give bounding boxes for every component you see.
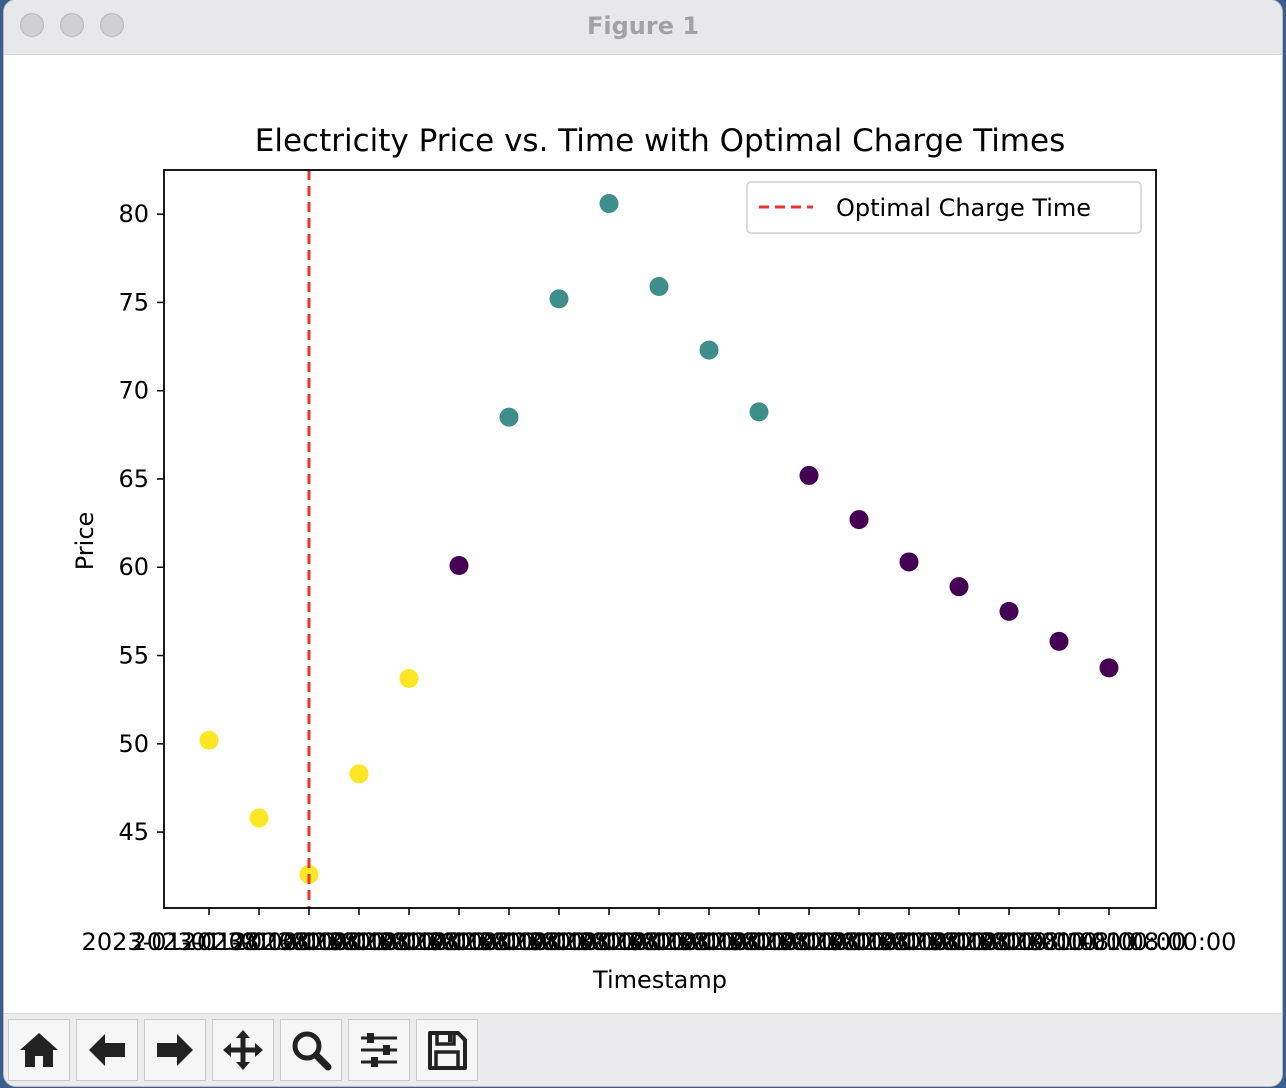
- figure-window: Figure 1 Electricity Price vs. Time with…: [4, 0, 1282, 1086]
- sliders-icon: [361, 1033, 397, 1067]
- plot-frame: [163, 169, 1157, 909]
- x-tick-label: 2023-01-01 08:00:00: [732, 928, 987, 956]
- x-tick-label: 2023-01-01 08:00:00: [282, 928, 537, 956]
- y-tick-label: 65: [118, 465, 149, 493]
- data-point: [599, 194, 619, 214]
- x-tick-label: 2023-01-01 08:00:00: [782, 928, 1037, 956]
- x-tick-label: 2023-01-01 08:00:00: [432, 928, 687, 956]
- data-point: [1099, 658, 1119, 678]
- move-icon: [223, 1030, 263, 1070]
- y-tick-label: 80: [118, 200, 149, 228]
- configure-subplots-button[interactable]: [348, 1019, 410, 1081]
- legend-box: [746, 181, 1142, 234]
- pan-button[interactable]: [212, 1019, 274, 1081]
- save-button[interactable]: [416, 1019, 478, 1081]
- title-bar: Figure 1: [4, 0, 1282, 55]
- data-point: [849, 510, 869, 530]
- x-tick-label: 2023-01-01 08:00:00: [82, 928, 337, 956]
- chart-title: Electricity Price vs. Time with Optimal …: [255, 123, 1065, 159]
- window-title: Figure 1: [586, 12, 700, 40]
- data-point: [399, 668, 419, 688]
- x-tick-label: 2023-01-01 08:00:00: [832, 928, 1087, 956]
- data-point: [799, 465, 819, 485]
- legend: Optimal Charge Time: [746, 181, 1142, 234]
- x-tick-label: 2023-01-01 08:00:00: [582, 928, 837, 956]
- y-tick-label: 75: [118, 288, 149, 316]
- floppy-disk-icon: [428, 1031, 467, 1070]
- data-point: [349, 764, 369, 784]
- y-tick-label: 70: [118, 377, 149, 405]
- x-tick-label: 2023-01-01 08:00:00: [932, 928, 1187, 956]
- x-tick-label: 2023-01-01 08:00:00: [382, 928, 637, 956]
- data-point: [699, 340, 719, 360]
- y-tick-label: 55: [118, 642, 149, 670]
- magnifier-icon: [292, 1031, 332, 1071]
- forward-button[interactable]: [144, 1019, 206, 1081]
- y-axis-label: Price: [71, 512, 99, 571]
- data-point: [449, 555, 469, 575]
- data-point: [899, 552, 919, 572]
- data-point: [249, 808, 269, 828]
- zoom-window-button[interactable]: [100, 13, 124, 37]
- scatter-plot[interactable]: Electricity Price vs. Time with Optimal …: [4, 54, 1282, 1012]
- x-tick-label: 2023-01-01 08:00:00: [682, 928, 937, 956]
- data-point: [749, 402, 769, 422]
- x-tick-label: 2023-01-01 08:00:00: [532, 928, 787, 956]
- data-point: [499, 407, 519, 427]
- x-tick-label: 2023-01-01 08:00:00: [632, 928, 887, 956]
- x-tick-label: 2023-01-01 08:00:00: [232, 928, 487, 956]
- x-tick-label: 2023-01-01 08:00:00: [332, 928, 587, 956]
- home-button[interactable]: [8, 1019, 70, 1081]
- y-tick-label: 60: [118, 553, 149, 581]
- x-tick-label: 2023-01-01 08:00:00: [182, 928, 437, 956]
- y-tick-label: 45: [118, 818, 149, 846]
- legend-label: Optimal Charge Time: [836, 194, 1091, 222]
- y-tick-label: 50: [118, 730, 149, 758]
- data-point: [999, 601, 1019, 621]
- data-point: [549, 289, 569, 309]
- x-tick-label: 2023-01-01 08:00:00: [482, 928, 737, 956]
- arrow-left-icon: [89, 1034, 125, 1066]
- home-icon: [20, 1033, 58, 1067]
- navigation-toolbar: [4, 1013, 1282, 1086]
- x-axis-label: Timestamp: [592, 966, 727, 994]
- x-tick-label: 2023-01-01 08:00:00: [132, 928, 387, 956]
- back-button[interactable]: [76, 1019, 138, 1081]
- data-point: [199, 730, 219, 750]
- arrow-right-icon: [157, 1034, 193, 1066]
- zoom-button[interactable]: [280, 1019, 342, 1081]
- close-window-button[interactable]: [20, 13, 44, 37]
- x-tick-label: 2023-01-01 08:00:00: [982, 928, 1237, 956]
- x-tick-label: 2023-01-01 08:00:00: [882, 928, 1137, 956]
- data-point: [949, 577, 969, 597]
- minimize-window-button[interactable]: [60, 13, 84, 37]
- data-point: [649, 277, 669, 297]
- data-point: [1049, 631, 1069, 651]
